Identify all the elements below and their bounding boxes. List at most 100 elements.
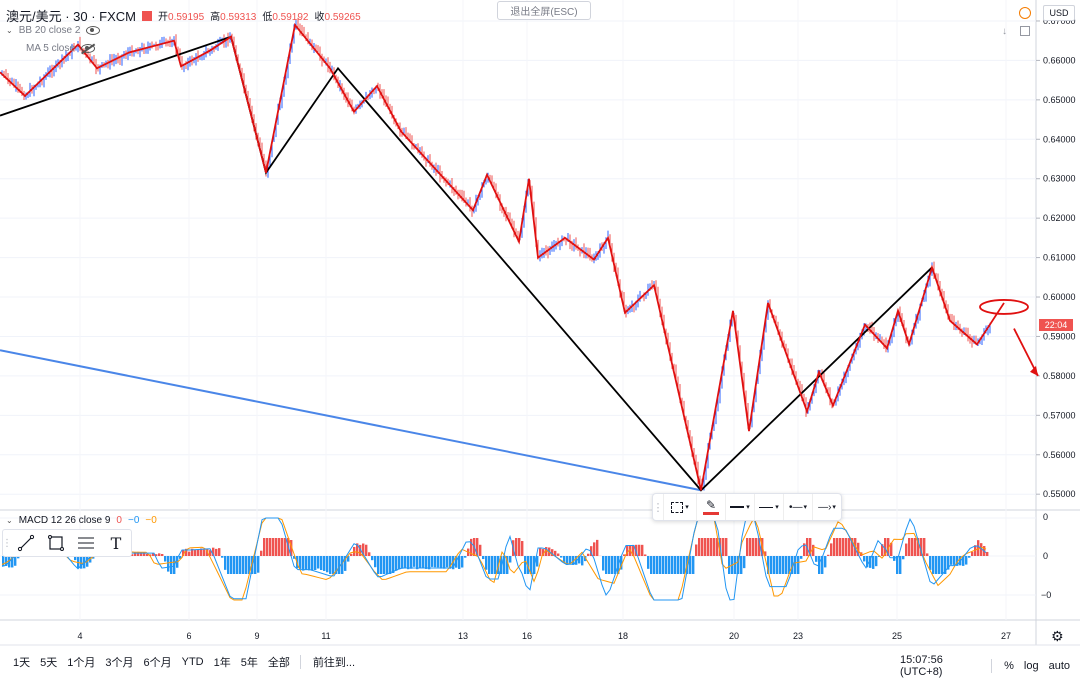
- macd-histogram-bar: [902, 556, 904, 559]
- collapse-chevron-icon[interactable]: ⌄: [6, 516, 13, 525]
- auto-toggle[interactable]: auto: [1049, 660, 1070, 672]
- symbol-title[interactable]: 澳元/美元 · 30 · FXCM: [6, 6, 136, 25]
- macd-histogram-bar: [407, 556, 409, 569]
- range-1y[interactable]: 1年: [214, 654, 231, 670]
- macd-histogram-bar: [656, 556, 658, 574]
- macd-histogram-bar: [746, 538, 748, 556]
- line-dash-icon[interactable]: ▾: [754, 494, 783, 520]
- price-tick-label: 0.58000: [1043, 371, 1076, 381]
- settings-gear-icon[interactable]: ⚙: [1051, 628, 1064, 645]
- drag-handle-icon[interactable]: ⋮: [3, 530, 11, 556]
- macd-histogram-bar: [509, 556, 511, 563]
- macd-histogram-bar: [950, 556, 952, 565]
- macd-histogram-bar: [707, 538, 709, 556]
- clock-time[interactable]: 15:07:56 (UTC+8): [900, 654, 979, 678]
- open-label: 开: [158, 12, 168, 23]
- macd-histogram-bar: [824, 556, 826, 567]
- bb-indicator-row[interactable]: ⌄ BB 20 close 2: [6, 25, 100, 36]
- range-ytd[interactable]: YTD: [182, 656, 204, 668]
- price-tick-label: 0.57000: [1043, 410, 1076, 420]
- maximize-icon[interactable]: [1020, 26, 1030, 36]
- bb-indicator-label: BB 20 close 2: [19, 25, 81, 36]
- macd-histogram-bar: [596, 540, 598, 556]
- macd-histogram-bar: [827, 555, 829, 556]
- high-value: 0.59313: [220, 12, 256, 23]
- line-style-icon[interactable]: ▾: [725, 494, 754, 520]
- arrow-down-icon[interactable]: ↓: [1002, 26, 1007, 37]
- ma-indicator-row[interactable]: MA 5 close: [26, 43, 95, 54]
- percent-toggle[interactable]: %: [1004, 660, 1014, 672]
- macd-histogram-bar: [422, 556, 424, 568]
- range-6m[interactable]: 6个月: [144, 654, 172, 670]
- macd-histogram-bar: [203, 550, 205, 556]
- macd-histogram-bar: [674, 556, 676, 574]
- low-label: 低: [262, 12, 272, 23]
- price-tick-label: 0.56000: [1043, 450, 1076, 460]
- text-tool-icon[interactable]: T: [101, 530, 131, 556]
- macd-histogram-bar: [638, 545, 640, 556]
- range-all[interactable]: 全部: [268, 654, 290, 670]
- macd-histogram-bar: [734, 556, 736, 574]
- drag-handle-icon[interactable]: ⋮: [653, 494, 663, 520]
- macd-histogram-bar: [671, 556, 673, 574]
- macd-histogram-bar: [938, 556, 940, 574]
- macd-histogram-bar: [581, 556, 583, 565]
- range-5d[interactable]: 5天: [40, 654, 57, 670]
- macd-histogram-bar: [314, 556, 316, 570]
- macd-histogram-bar: [896, 556, 898, 574]
- clock-alert-icon[interactable]: [1019, 7, 1031, 19]
- line-end-icon[interactable]: •—▾: [783, 494, 812, 520]
- arrow-end-icon[interactable]: —›▾: [812, 494, 841, 520]
- macd-histogram-bar: [587, 554, 589, 556]
- macd-histogram-bar: [839, 538, 841, 556]
- range-5y[interactable]: 5年: [241, 654, 258, 670]
- range-1d[interactable]: 1天: [13, 654, 30, 670]
- price-tick-label: 0.55000: [1043, 489, 1076, 499]
- macd-histogram-bar: [986, 552, 988, 556]
- current-price-tag: 22:04: [1039, 319, 1073, 331]
- macd-indicator-row[interactable]: ⌄ MACD 12 26 close 9 0 −0 −0: [6, 515, 157, 526]
- macd-histogram-bar: [605, 556, 607, 574]
- currency-label[interactable]: USD: [1043, 5, 1075, 21]
- macd-histogram-bar: [371, 556, 373, 560]
- time-tick-label: 13: [458, 631, 468, 641]
- select-box-icon[interactable]: ▾: [663, 494, 696, 520]
- macd-histogram-bar: [437, 556, 439, 567]
- range-3m[interactable]: 3个月: [105, 654, 133, 670]
- macd-histogram-bar: [338, 556, 340, 574]
- price-tick-label: 0.63000: [1043, 174, 1076, 184]
- macd-histogram-bar: [320, 556, 322, 570]
- macd-histogram-bar: [365, 545, 367, 556]
- macd-histogram-bar: [269, 538, 271, 556]
- macd-histogram-bar: [842, 538, 844, 556]
- macd-value-2: −0: [128, 515, 139, 526]
- range-1m[interactable]: 1个月: [67, 654, 95, 670]
- macd-histogram-bar: [725, 538, 727, 556]
- time-tick-label: 27: [1001, 631, 1011, 641]
- price-tick-label: 0.60000: [1043, 292, 1076, 302]
- macd-histogram-bar: [653, 556, 655, 574]
- macd-histogram-bar: [593, 542, 595, 556]
- fib-tool-icon[interactable]: [71, 530, 101, 556]
- macd-histogram-bar: [401, 556, 403, 569]
- goto-date-button[interactable]: 前往到...: [313, 654, 355, 670]
- pencil-icon[interactable]: ✎: [696, 494, 725, 520]
- collapse-chevron-icon[interactable]: ⌄: [6, 26, 13, 35]
- macd-histogram-bar: [281, 538, 283, 556]
- line-tool-icon[interactable]: [11, 530, 41, 556]
- macd-histogram-bar: [491, 556, 493, 574]
- eye-icon[interactable]: [86, 26, 100, 35]
- macd-histogram-bar: [425, 556, 427, 569]
- macd-histogram-bar: [965, 556, 967, 565]
- exit-fullscreen-button[interactable]: 退出全屏(ESC): [497, 1, 591, 20]
- eye-off-icon[interactable]: [81, 44, 95, 53]
- rectangle-tool-icon[interactable]: [41, 530, 71, 556]
- macd-histogram-bar: [665, 556, 667, 574]
- log-toggle[interactable]: log: [1024, 660, 1039, 672]
- macd-histogram-bar: [704, 538, 706, 556]
- macd-histogram-bar: [158, 553, 160, 556]
- price-tick-label: 0.66000: [1043, 55, 1076, 65]
- macd-histogram-bar: [443, 556, 445, 569]
- macd-histogram-bar: [410, 556, 412, 569]
